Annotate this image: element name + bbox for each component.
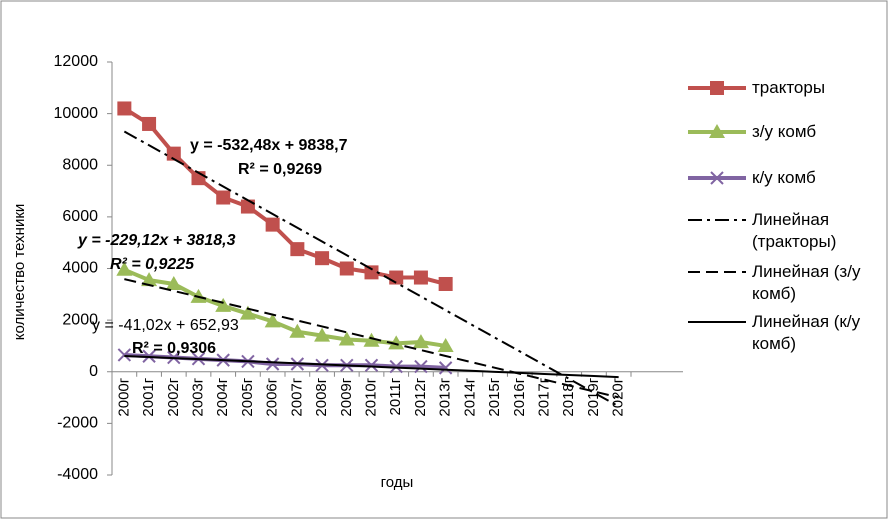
marker (216, 190, 231, 205)
legend-entry: к/у комб (752, 168, 816, 187)
annotation: R² = 0,9306 (132, 340, 216, 357)
marker (265, 357, 280, 371)
y-tick-label: -4000 (57, 466, 98, 483)
marker (239, 305, 256, 320)
marker (364, 358, 379, 373)
marker (117, 101, 132, 116)
marker (338, 331, 355, 346)
marker (364, 265, 379, 280)
marker (413, 270, 428, 285)
marker (117, 348, 132, 362)
marker (265, 217, 280, 232)
marker (165, 275, 182, 290)
y-tick-label: 2000 (62, 311, 98, 328)
marker (388, 335, 405, 350)
marker (339, 261, 354, 276)
marker (215, 297, 232, 312)
x-tick-label: 2001г (140, 377, 157, 416)
x-tick-label: 2007г (288, 377, 305, 416)
legend-entry: Линейная (з/у комб) (752, 262, 861, 303)
marker (141, 272, 158, 287)
x-tick-label: 2013г (437, 377, 454, 416)
series (123, 130, 620, 408)
marker (363, 332, 380, 347)
x-tick-label: 2004г (214, 377, 231, 416)
series (124, 354, 619, 379)
y-tick-label: -2000 (57, 415, 98, 432)
x-tick-label: 2014г (461, 377, 478, 416)
trend-line (124, 354, 619, 379)
marker (389, 359, 403, 374)
marker (315, 251, 330, 266)
annotation: R² = 0,9225 (110, 256, 195, 273)
x-tick-label: 2003г (189, 377, 206, 416)
legend-entry: з/у комб (752, 122, 817, 141)
marker (116, 261, 133, 276)
x-tick-label: 2005г (239, 377, 256, 416)
marker (414, 359, 428, 374)
annotation: R² = 0,9269 (238, 161, 322, 178)
x-tick-label: 2006г (264, 377, 281, 416)
x-tick-label: 2008г (313, 377, 330, 416)
legend-entry: Линейная (тракторы) (752, 210, 837, 251)
marker (290, 242, 305, 257)
marker (166, 146, 181, 161)
marker (142, 116, 157, 131)
y-tick-label: 4000 (62, 260, 98, 277)
marker (264, 313, 281, 328)
annotation: y = -41,02x + 652,93 (92, 317, 239, 334)
x-tick-label: 2019г (585, 377, 602, 416)
x-tick-label: 2011г (387, 377, 404, 415)
marker (710, 81, 724, 95)
x-tick-label: 2002г (165, 377, 182, 416)
marker (438, 276, 453, 291)
x-tick-label: 2010г (362, 377, 379, 416)
y-axis-label: количество техники (11, 204, 28, 341)
marker (438, 361, 453, 375)
marker (289, 323, 306, 338)
x-tick-label: 2009г (338, 377, 355, 416)
x-tick-label: 2016г (511, 377, 528, 416)
y-tick-label: 12000 (54, 53, 99, 70)
y-tick-label: 0 (89, 363, 98, 380)
marker (314, 327, 331, 342)
trend-line (124, 278, 619, 399)
y-tick-label: 8000 (62, 156, 98, 173)
legend-entry: тракторы (752, 78, 826, 97)
series (124, 278, 619, 399)
legend-entry: Линейная (к/у комб) (752, 312, 861, 353)
marker (710, 171, 724, 185)
series (117, 101, 453, 291)
x-tick-label: 2012г (412, 377, 429, 416)
x-tick-label: 2015г (486, 377, 503, 416)
marker (437, 337, 454, 352)
annotation: y = -229,12x + 3818,3 (77, 232, 236, 249)
x-tick-label: 2000г (115, 377, 132, 416)
x-axis-label: годы (381, 474, 414, 491)
y-tick-label: 10000 (54, 105, 99, 122)
marker (412, 334, 429, 349)
marker (240, 199, 255, 214)
trend-line (123, 130, 620, 408)
x-tick-label: 2017г (535, 377, 552, 416)
annotation: y = -532,48x + 9838,7 (190, 137, 348, 154)
y-tick-label: 6000 (62, 208, 98, 225)
marker (709, 124, 725, 138)
